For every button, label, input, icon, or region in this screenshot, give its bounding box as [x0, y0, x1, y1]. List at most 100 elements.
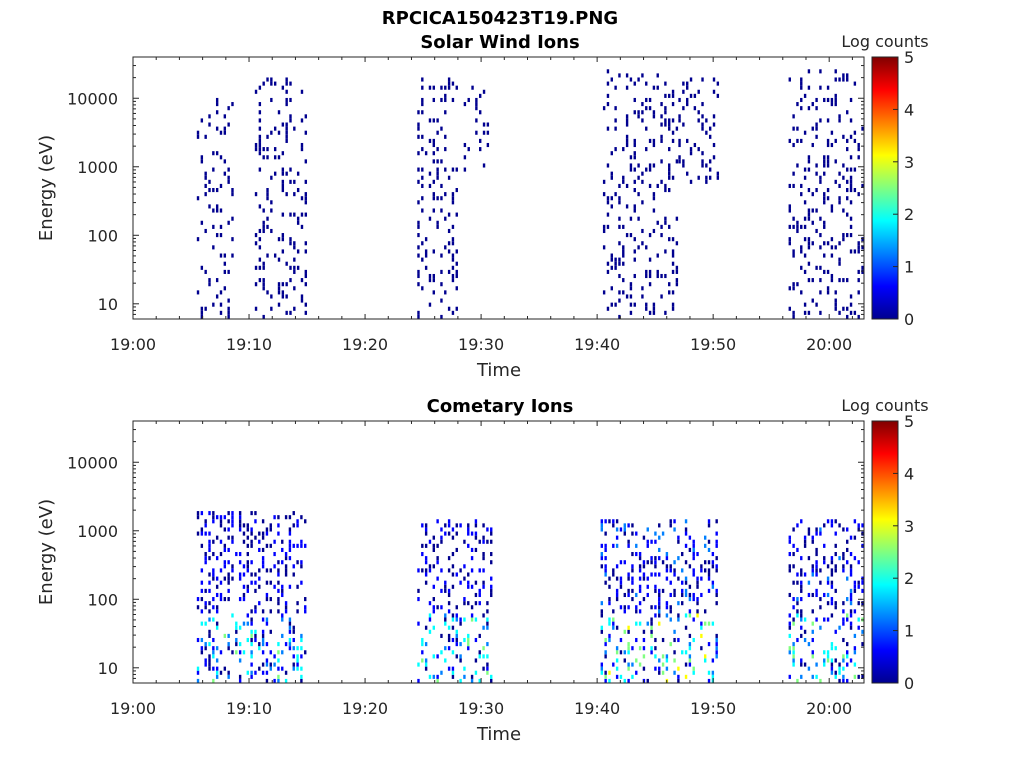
- spectrogram-cell: [842, 654, 845, 659]
- spectrogram-cell: [219, 155, 223, 160]
- spectrogram-cell: [668, 175, 671, 180]
- spectrogram-cell: [300, 666, 303, 671]
- spectrogram-cell: [638, 601, 642, 606]
- spectrogram-cell: [635, 592, 638, 598]
- spectrogram-cell: [447, 646, 451, 651]
- spectrogram-cell: [830, 273, 834, 279]
- spectrogram-cell: [277, 290, 281, 295]
- spectrogram-cell: [637, 110, 640, 115]
- spectrogram-cell: [792, 617, 795, 622]
- spectrogram-cell: [661, 531, 665, 536]
- spectrogram-cell: [686, 102, 689, 107]
- spectrogram-cell: [292, 625, 295, 630]
- spectrogram-cell: [669, 519, 672, 524]
- spectrogram-cell: [219, 290, 223, 295]
- spectrogram-cell: [304, 114, 308, 119]
- spectrogram-cell: [478, 633, 481, 638]
- spectrogram-cell: [212, 151, 215, 156]
- spectrogram-cell: [838, 241, 841, 246]
- spectrogram-cell: [200, 159, 204, 164]
- spectrogram-cell: [265, 543, 269, 548]
- spectrogram-cell: [238, 576, 242, 581]
- spectrogram-cell: [447, 249, 451, 254]
- spectrogram-cell: [830, 642, 834, 647]
- spectrogram-cell: [792, 224, 795, 229]
- spectrogram-cell: [215, 102, 219, 107]
- spectrogram-cell: [219, 670, 223, 675]
- spectrogram-cell: [421, 523, 424, 528]
- spectrogram-cell: [250, 560, 253, 565]
- spectrogram-cell: [277, 580, 280, 585]
- spectrogram-cell: [204, 519, 207, 524]
- spectrogram-cell: [490, 539, 493, 544]
- spectrogram-cell: [838, 278, 841, 283]
- spectrogram-cell: [212, 678, 215, 683]
- spectrogram-cell: [447, 269, 451, 274]
- spectrogram-cell: [235, 642, 238, 647]
- spectrogram-cell: [815, 564, 818, 569]
- spectrogram-cell: [673, 637, 676, 643]
- spectrogram-cell: [645, 126, 648, 131]
- spectrogram-cell: [688, 547, 692, 552]
- spectrogram-cell: [608, 617, 611, 622]
- spectrogram-cell: [792, 282, 795, 287]
- spectrogram-cell: [711, 670, 715, 675]
- spectrogram-cell: [788, 208, 791, 213]
- spectrogram-cell: [281, 560, 284, 565]
- spectrogram-cell: [664, 106, 667, 111]
- spectrogram-cell: [625, 114, 629, 119]
- spectrogram-cell: [819, 531, 822, 536]
- spectrogram-cell: [641, 171, 644, 176]
- spectrogram-cell: [455, 523, 458, 528]
- spectrogram-cell: [296, 601, 299, 606]
- spectrogram-cell: [288, 543, 292, 548]
- spectrogram-cell: [834, 674, 837, 679]
- spectrogram-cell: [223, 114, 227, 119]
- spectrogram-cell: [830, 601, 834, 606]
- spectrogram-cell: [300, 580, 303, 585]
- spectrogram-cell: [219, 519, 223, 524]
- spectrogram-cell: [451, 237, 455, 242]
- spectrogram-cell: [204, 605, 207, 610]
- spectrogram-cell: [490, 576, 493, 581]
- spectrogram-cell: [262, 81, 265, 86]
- spectrogram-cell: [254, 241, 258, 246]
- spectrogram-cell: [707, 547, 711, 552]
- spectrogram-cell: [861, 580, 864, 585]
- spectrogram-cell: [215, 556, 219, 561]
- spectrogram-cell: [212, 302, 215, 307]
- spectrogram-cell: [688, 642, 692, 647]
- spectrogram-cell: [490, 552, 493, 557]
- spectrogram-cell: [424, 543, 428, 548]
- spectrogram-cell: [444, 216, 447, 221]
- spectrogram-cell: [261, 609, 265, 614]
- spectrogram-cell: [219, 523, 223, 528]
- spectrogram-cell: [642, 637, 646, 643]
- spectrogram-cell: [242, 597, 246, 602]
- spectrogram-cell: [788, 77, 791, 82]
- spectrogram-cell: [417, 122, 420, 127]
- spectrogram-cell: [646, 543, 649, 548]
- spectrogram-cell: [208, 642, 211, 647]
- spectrogram-cell: [250, 621, 253, 626]
- spectrogram-cell: [633, 97, 636, 103]
- spectrogram-cell: [811, 535, 814, 540]
- spectrogram-cell: [792, 662, 795, 667]
- spectrogram-cell: [440, 282, 443, 287]
- spectrogram-cell: [200, 609, 204, 614]
- spectrogram-cell: [208, 609, 211, 614]
- spectrogram-cell: [633, 81, 636, 86]
- spectrogram-cell: [277, 155, 281, 160]
- spectrogram-cell: [661, 662, 665, 667]
- spectrogram-cell: [262, 224, 265, 229]
- spectrogram-cell: [300, 515, 303, 520]
- spectrogram-cell: [196, 134, 200, 139]
- spectrogram-cell: [417, 588, 420, 593]
- spectrogram-cell: [853, 167, 857, 172]
- spectrogram-cell: [208, 114, 211, 119]
- spectrogram-cell: [811, 298, 814, 303]
- spectrogram-cell: [638, 646, 642, 651]
- spectrogram-cell: [658, 523, 661, 528]
- colorbar-tick-label: 5: [904, 412, 914, 431]
- spectrogram-cell: [300, 89, 304, 94]
